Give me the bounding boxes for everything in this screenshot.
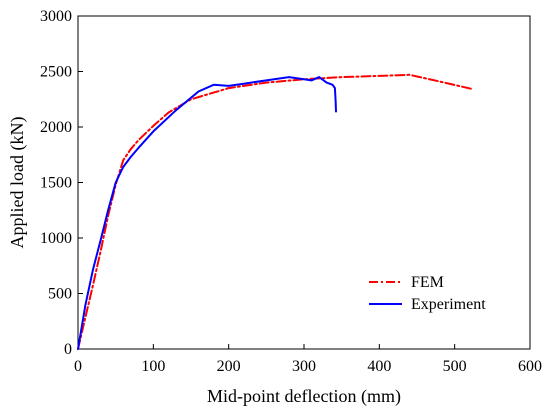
y-tick-label: 2000	[40, 119, 72, 136]
x-tick-label: 500	[443, 358, 467, 375]
series-layer	[77, 73, 475, 350]
y-tick-label: 3000	[40, 8, 72, 25]
x-tick-label: 0	[74, 358, 82, 375]
y-tick-label: 500	[48, 286, 72, 303]
x-tick-label: 200	[217, 358, 241, 375]
legend: FEM Experiment	[369, 274, 486, 313]
legend-fem-label: FEM	[411, 274, 444, 291]
y-axis-title: Applied load (kN)	[7, 117, 28, 249]
x-tick-label: 300	[292, 358, 316, 375]
series-line-fem	[77, 73, 475, 350]
y-tick-label: 2500	[40, 64, 72, 81]
x-tick-label: 600	[518, 358, 542, 375]
y-tick-label: 1000	[40, 230, 72, 247]
x-axis-title: Mid-point deflection (mm)	[207, 386, 401, 407]
x-tick-label: 100	[141, 358, 165, 375]
ticks-layer: 0 100 200 300 400 500 600 0 500 1000 1500 2000 2500 3…	[40, 8, 542, 375]
x-tick-label: 400	[367, 358, 391, 375]
legend-experiment-label: Experiment	[411, 296, 486, 313]
series-line-experiment	[77, 76, 337, 350]
y-tick-label: 1500	[40, 175, 72, 192]
y-tick-label: 0	[64, 341, 72, 358]
